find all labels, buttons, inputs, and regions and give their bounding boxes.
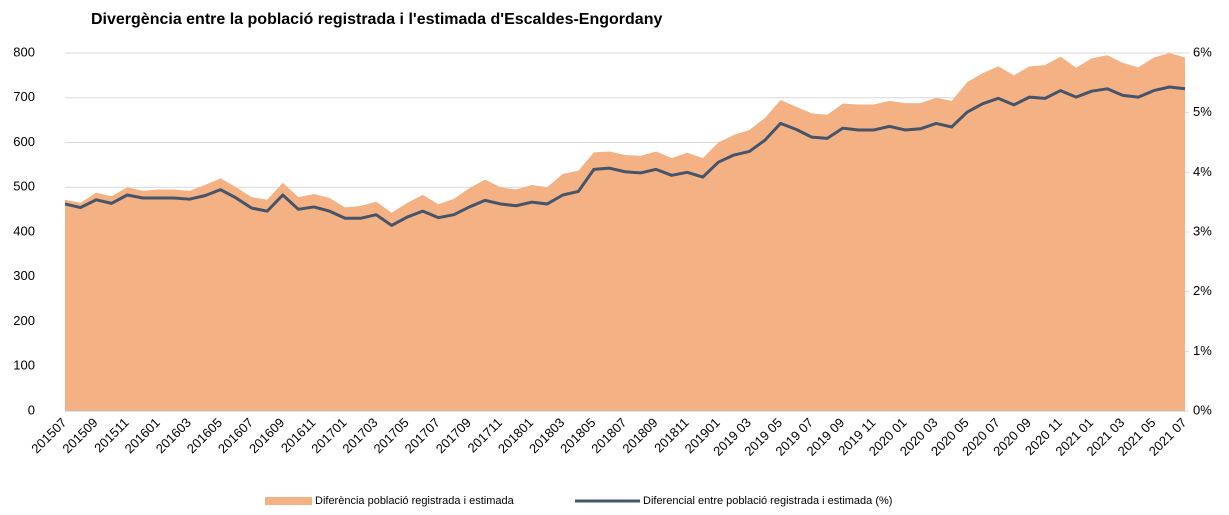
x-tick-label: 201509 xyxy=(59,415,100,456)
y-tick-label: 500 xyxy=(13,179,35,194)
y-tick-label: 300 xyxy=(13,268,35,283)
area xyxy=(65,53,1185,411)
y-tick-label: 0 xyxy=(28,402,35,417)
y2-tick-label: 2% xyxy=(1193,283,1212,298)
y-tick-label: 400 xyxy=(13,223,35,238)
y2-tick-label: 6% xyxy=(1193,44,1212,59)
y-tick-label: 100 xyxy=(13,358,35,373)
legend-swatch xyxy=(265,497,312,505)
y-tick-label: 700 xyxy=(13,89,35,104)
y2-tick-label: 4% xyxy=(1193,164,1212,179)
x-tick-label: 201709 xyxy=(433,415,474,456)
chart-title: Divergència entre la població registrada… xyxy=(91,11,662,28)
line xyxy=(64,85,1186,227)
legend-label: Diferencial entre població registrada i … xyxy=(643,495,892,507)
x-tick-label: 201609 xyxy=(246,415,287,456)
y2-tick-label: 0% xyxy=(1193,402,1212,417)
y2-tick-label: 3% xyxy=(1193,223,1212,238)
y-tick-label: 600 xyxy=(13,134,35,149)
y2-tick-label: 1% xyxy=(1193,343,1212,358)
marks xyxy=(64,53,1186,411)
y-tick-label: 800 xyxy=(13,44,35,59)
legend-label: Diferència població registrada i estimad… xyxy=(315,495,515,507)
y-tick-label: 200 xyxy=(13,313,35,328)
x-tick-label: 201809 xyxy=(619,415,660,456)
y2-tick-label: 5% xyxy=(1193,104,1212,119)
